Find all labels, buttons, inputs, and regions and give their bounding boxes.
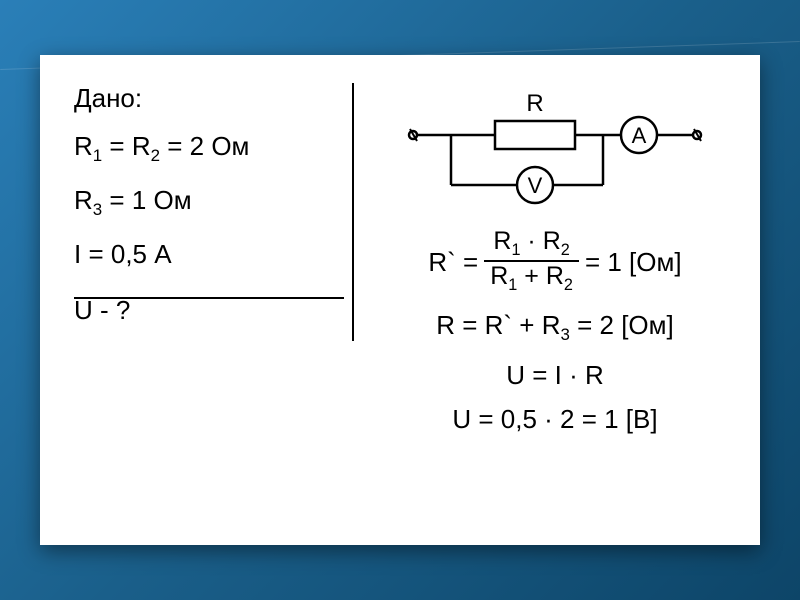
given-column: Дано: R1 = R2 = 2 Ом R3 = 1 Ом I = 0,5 А…: [74, 79, 354, 525]
circuit-diagram: R A V: [395, 85, 715, 205]
v: R: [543, 227, 561, 255]
m: ·: [520, 227, 542, 255]
fraction: R1 · R2 R1 + R2: [484, 227, 579, 294]
rhs: = 2 Ом: [160, 131, 249, 161]
solution-column: R A V R` = R1 · R2 R1 + R2 = 1 [Ом]: [354, 79, 726, 525]
op: =: [102, 131, 132, 161]
var: R: [74, 131, 93, 161]
rhs: - ?: [93, 295, 131, 325]
given-heading: Дано:: [74, 85, 334, 111]
columns-wrap: Дано: R1 = R2 = 2 Ом R3 = 1 Ом I = 0,5 А…: [74, 79, 726, 525]
sub: 3: [560, 326, 569, 345]
s: 1: [508, 276, 517, 294]
var: R: [132, 131, 151, 161]
sub: 2: [151, 146, 160, 165]
v: R: [493, 227, 511, 255]
equation-4: U = 0,5 · 2 = 1 [В]: [384, 406, 726, 432]
s: 2: [561, 241, 570, 259]
ammeter-label: A: [632, 123, 647, 148]
prefix: R = R` + R: [436, 310, 560, 340]
equation-3: U = I · R: [384, 362, 726, 388]
equation-1: R` = R1 · R2 R1 + R2 = 1 [Ом]: [384, 229, 726, 296]
sub: 1: [93, 146, 102, 165]
find-line: U - ?: [74, 297, 334, 323]
var: R: [74, 185, 93, 215]
resistor-label: R: [526, 90, 543, 117]
v: R: [490, 262, 508, 290]
rhs: = 1 [Ом]: [585, 247, 682, 278]
voltmeter-label: V: [528, 173, 543, 198]
rhs: = 1 Ом: [102, 185, 191, 215]
s: 2: [564, 276, 573, 294]
v: R: [546, 262, 564, 290]
numerator: R1 · R2: [487, 227, 575, 260]
horizontal-divider: [74, 297, 344, 299]
sub: 3: [93, 200, 102, 219]
m: +: [517, 262, 546, 290]
suffix: = 2 [Ом]: [570, 310, 674, 340]
given-line-3: I = 0,5 А: [74, 241, 334, 267]
problem-card: Дано: R1 = R2 = 2 Ом R3 = 1 Ом I = 0,5 А…: [40, 55, 760, 545]
equation-2: R = R` + R3 = 2 [Ом]: [384, 312, 726, 344]
var: U: [74, 295, 93, 325]
denominator: R1 + R2: [484, 262, 579, 295]
vertical-divider: [352, 83, 354, 341]
given-line-2: R3 = 1 Ом: [74, 187, 334, 219]
given-line-1: R1 = R2 = 2 Ом: [74, 133, 334, 165]
lhs: R` =: [428, 247, 478, 278]
rhs: = 0,5 А: [81, 239, 171, 269]
